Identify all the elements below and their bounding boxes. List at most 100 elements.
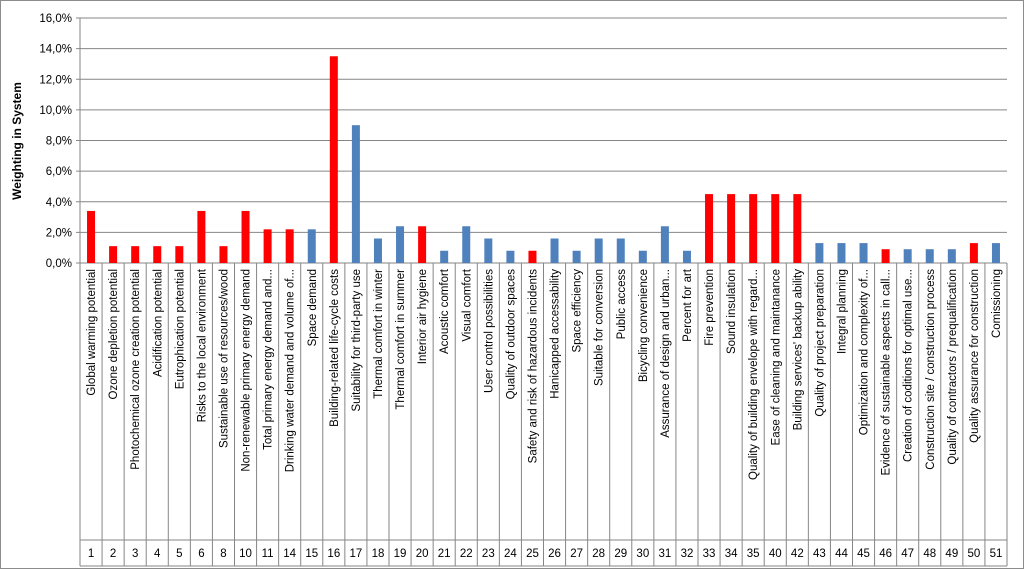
category-id: 26 [548,548,561,560]
category-label: Drinking water demand and volume of... [285,269,297,472]
category-id: 11 [262,548,274,560]
bar-44 [837,243,846,263]
category-id: 24 [504,548,517,560]
y-tick-label: 12,0% [39,74,72,86]
category-label: Eutrophication potential [174,269,186,389]
category-id: 48 [923,548,936,560]
category-id: 5 [176,548,182,560]
category-label: Thermal comfort in winter [373,269,385,399]
category-label: Safety and risk of hazardous incidents [527,269,539,464]
bar-19 [396,226,405,263]
category-id: 21 [438,548,451,560]
category-label: Space efficiency [572,269,584,353]
category-id: 14 [283,548,296,560]
category-id: 29 [614,548,627,560]
category-id: 28 [592,548,605,560]
category-label: Acidification potential [152,269,164,377]
category-label: Hanicapped accessability [550,269,562,399]
bar-26 [550,238,559,263]
category-id: 15 [305,548,318,560]
category-id: 4 [154,548,161,560]
category-label: Optimization and complexity of... [859,269,871,435]
bar-17 [351,125,360,263]
bar-3 [131,246,140,263]
bar-43 [815,243,824,263]
category-label: Quality of contractors / prequalificatio… [947,269,959,465]
category-label: Interior air hygiene [417,269,429,364]
category-id: 42 [791,548,804,560]
bar-29 [616,238,625,263]
category-id: 40 [769,548,782,560]
category-label: Evidence of sustainable aspects in call.… [881,269,893,475]
category-id: 18 [372,548,385,560]
bar-1 [87,210,96,263]
bar-15 [307,229,316,263]
bar-45 [859,243,868,263]
bar-20 [418,226,427,263]
bar-48 [925,249,934,263]
category-label: Total primary energy demand and... [263,269,275,450]
bar-4 [153,246,162,263]
y-tick-label: 4,0% [46,197,72,209]
category-id: 23 [482,548,495,560]
bar-14 [285,229,294,263]
category-id: 6 [198,548,204,560]
category-label: Quality of building envelope with regard… [748,269,760,480]
bar-30 [638,250,647,263]
category-label: Quality of outdoor spaces [505,269,517,400]
category-label: Visual comfort [461,268,473,341]
bar-5 [175,246,184,263]
bar-49 [947,249,956,263]
category-id: 32 [681,548,694,560]
bar-28 [594,238,603,263]
category-id: 16 [327,548,340,560]
category-id: 19 [394,548,407,560]
bar-10 [241,210,250,263]
category-id: 20 [416,548,429,560]
category-id: 44 [835,548,848,560]
category-label: Building-related life-cycle costs [329,269,341,427]
category-label: Comissioning [991,269,1003,338]
y-tick-label: 0,0% [46,258,72,270]
bar-23 [484,238,493,263]
y-tick-label: 14,0% [39,44,72,56]
category-id: 50 [967,548,980,560]
category-label: Acoustic comfort [439,268,451,354]
y-tick-label: 16,0% [39,13,72,25]
y-tick-label: 2,0% [46,227,72,239]
category-id: 49 [945,548,958,560]
category-id: 46 [879,548,892,560]
category-id: 17 [349,548,362,560]
category-id: 30 [636,548,649,560]
category-id: 10 [239,548,252,560]
bar-51 [991,243,1000,263]
category-id: 2 [110,548,116,560]
category-label: Sound insulation [726,269,738,354]
category-id: 27 [570,548,583,560]
bar-46 [881,249,890,263]
category-label: Percent for art [682,268,694,342]
category-id: 33 [703,548,716,560]
y-tick-label: 8,0% [46,136,72,148]
y-tick-label: 6,0% [46,166,72,178]
category-id: 51 [990,548,1003,560]
category-id: 35 [747,548,760,560]
y-tick-label: 10,0% [39,105,72,117]
category-label: Thermal comfort in summer [395,269,407,410]
category-label: Construction site / construction process [925,269,937,470]
category-label: Suitable for conversion [594,269,606,386]
bar-32 [682,250,691,263]
bar-25 [528,250,537,263]
category-label: User control possibilities [483,269,495,393]
bar-24 [506,250,515,263]
bar-11 [263,229,272,263]
bar-18 [373,238,382,263]
category-id: 25 [526,548,539,560]
category-label: Global warming potential [86,269,98,396]
bar-47 [903,249,912,263]
category-label: Integral planning [836,269,848,354]
category-label: Risks to the local environment [196,268,208,422]
bar-31 [660,226,669,263]
category-label: Building services' backup ability [792,269,804,431]
category-id: 34 [725,548,738,560]
